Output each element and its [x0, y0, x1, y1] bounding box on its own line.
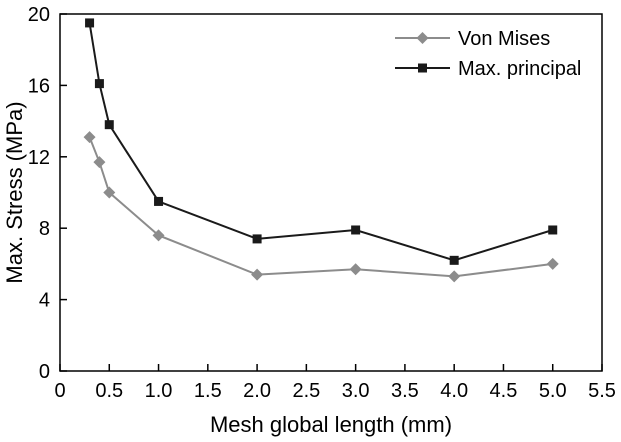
von-mises-marker [83, 131, 96, 144]
max-principal-marker [154, 196, 164, 206]
von-mises-marker [93, 156, 106, 169]
legend-max-principal-marker [418, 63, 427, 73]
y-tick-label: 12 [28, 147, 50, 169]
max-principal-marker [449, 255, 459, 265]
x-tick-label: 4.5 [490, 380, 518, 402]
y-tick-label: 0 [39, 361, 50, 383]
max-principal-line [88, 22, 554, 262]
y-axis-label: Max. Stress (MPa) [2, 101, 27, 283]
x-tick-label: 1.0 [145, 380, 173, 402]
legend-max-principal-label: Max. principal [458, 58, 581, 80]
von-mises-marker [546, 257, 559, 270]
von-mises-marker [103, 186, 116, 199]
von-mises-marker [448, 270, 461, 283]
x-tick-label: 3.5 [391, 380, 419, 402]
y-tick-label: 8 [39, 218, 50, 240]
max-principal-marker [351, 225, 361, 235]
plot-border [59, 13, 603, 372]
von-mises-marker [152, 229, 165, 242]
max-principal-marker [85, 18, 95, 28]
legend-von-mises-marker [416, 32, 429, 44]
y-tick-label: 20 [28, 4, 50, 26]
x-tick-label: 2.5 [292, 380, 320, 402]
max-principal-marker [94, 79, 104, 89]
x-tick-label: 2.0 [243, 380, 271, 402]
y-tick-label: 4 [39, 290, 50, 312]
von-mises-line [88, 136, 553, 278]
von-mises-marker [349, 263, 362, 276]
y-tick-label: 16 [28, 75, 50, 97]
x-axis-label: Mesh global length (mm) [210, 412, 452, 437]
x-tick-label: 5.0 [539, 380, 567, 402]
max-principal-marker [104, 120, 114, 130]
x-tick-label: 0.5 [95, 380, 123, 402]
x-tick-label: 1.5 [194, 380, 222, 402]
legend-von-mises-label: Von Mises [458, 28, 550, 50]
x-tick-label: 3.0 [342, 380, 370, 402]
x-tick-label: 5.5 [588, 380, 616, 402]
max-principal-marker [252, 234, 262, 244]
x-tick-label: 4.0 [440, 380, 468, 402]
von-mises-marker [251, 268, 264, 281]
x-tick-label: 0 [54, 380, 65, 402]
max-principal-marker [548, 225, 558, 235]
